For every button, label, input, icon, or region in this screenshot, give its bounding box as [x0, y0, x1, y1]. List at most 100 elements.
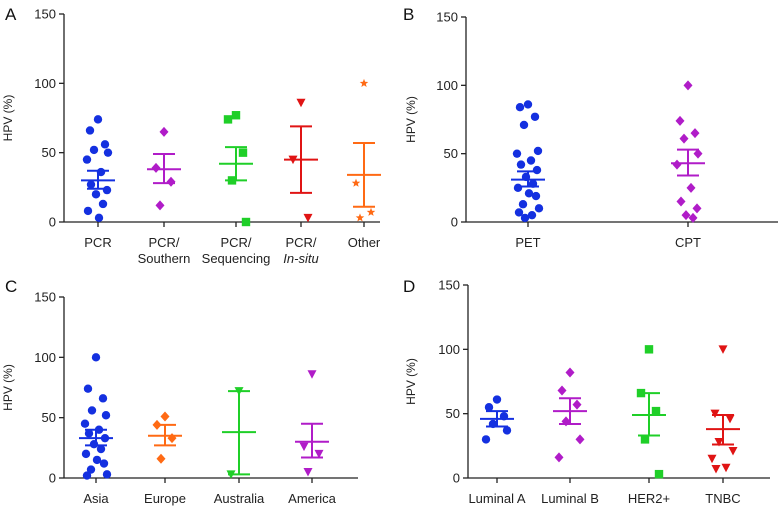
data-point	[234, 387, 244, 396]
chart-panel-b: B 0 50 100 150 HPV (%) PET CPT	[403, 5, 778, 250]
series-asia: Asia	[79, 353, 113, 506]
data-point	[518, 200, 528, 209]
data-point	[502, 426, 512, 435]
data-point	[98, 199, 108, 209]
data-point	[676, 196, 686, 207]
data-point	[514, 208, 524, 217]
data-point	[160, 411, 170, 422]
data-point	[644, 345, 654, 354]
y-tick-label: 150	[34, 290, 56, 305]
data-point	[151, 162, 161, 173]
data-point	[533, 146, 543, 156]
y-tick-label: 50	[444, 146, 458, 161]
y-tick-label: 50	[42, 410, 56, 425]
x-tick-label: Luminal B	[541, 491, 599, 506]
data-point	[359, 78, 369, 87]
data-point	[651, 406, 661, 416]
data-point	[226, 470, 236, 479]
data-point	[83, 206, 93, 216]
data-point	[100, 433, 110, 443]
data-point	[688, 212, 698, 223]
data-point	[554, 452, 564, 463]
data-point	[532, 165, 542, 175]
series-her2-: HER2+	[628, 345, 670, 506]
data-point	[499, 412, 509, 421]
data-point	[303, 467, 313, 477]
data-point	[672, 159, 682, 170]
series-other: Other	[347, 78, 381, 250]
data-point	[80, 419, 90, 428]
y-tick-label: 100	[436, 78, 458, 93]
x-tick-label: In-situ	[283, 251, 318, 266]
data-point	[366, 207, 376, 216]
x-tick-label: PCR/	[148, 235, 179, 250]
data-point	[531, 191, 541, 201]
y-axis-title: HPV (%)	[1, 364, 15, 411]
data-point	[527, 210, 537, 220]
y-tick-label: 100	[438, 342, 460, 357]
series-luminal-a: Luminal A	[468, 395, 526, 506]
x-tick-label: CPT	[675, 235, 701, 250]
data-point	[99, 459, 109, 468]
data-point	[86, 180, 96, 189]
data-point	[675, 115, 685, 126]
data-point	[728, 446, 738, 456]
data-point	[314, 449, 324, 459]
data-point	[710, 409, 720, 419]
y-tick-label: 100	[34, 76, 56, 91]
data-point	[654, 469, 664, 479]
series-pcr: PCR	[81, 115, 115, 250]
panel-letter: A	[5, 5, 17, 24]
data-point	[681, 210, 691, 221]
data-point	[679, 133, 689, 144]
x-tick-label: Luminal A	[468, 491, 525, 506]
data-point	[534, 204, 544, 213]
data-point	[96, 444, 106, 454]
data-point	[103, 148, 113, 157]
data-point	[572, 399, 582, 410]
y-axis-title: HPV (%)	[404, 96, 418, 143]
x-tick-label: HER2+	[628, 491, 670, 506]
data-point	[307, 370, 317, 379]
y-tick-label: 0	[453, 471, 460, 486]
x-tick-label: PCR	[84, 235, 111, 250]
y-tick-label: 0	[49, 215, 56, 230]
data-point	[303, 213, 313, 223]
data-point	[81, 449, 91, 459]
data-point	[102, 470, 112, 479]
data-point	[227, 176, 237, 185]
data-point	[91, 190, 101, 199]
y-axis-title: HPV (%)	[1, 95, 15, 142]
data-point	[100, 140, 110, 149]
panel-letter: B	[403, 5, 414, 24]
series-europe: Europe	[144, 411, 186, 506]
data-point	[692, 203, 702, 214]
data-point	[513, 183, 523, 193]
data-point	[521, 172, 531, 182]
data-point	[523, 100, 533, 109]
panel-letter: C	[5, 277, 17, 296]
data-point	[167, 433, 177, 444]
y-tick-label: 150	[34, 7, 56, 22]
data-point	[85, 126, 95, 135]
data-point	[561, 416, 571, 427]
data-point	[96, 167, 106, 177]
data-point	[89, 440, 99, 449]
data-point	[288, 155, 298, 165]
data-point	[488, 419, 498, 429]
data-point	[512, 149, 522, 158]
data-point	[102, 185, 112, 195]
data-point	[91, 353, 101, 362]
x-tick-label: Other	[348, 235, 381, 250]
data-point	[355, 213, 365, 222]
data-point	[690, 128, 700, 139]
data-point	[86, 465, 96, 474]
data-point	[636, 388, 646, 398]
data-point	[492, 395, 502, 404]
series-pet: PET	[511, 100, 545, 250]
data-point	[519, 120, 529, 130]
x-tick-label: PCR/	[285, 235, 316, 250]
series-america: America	[288, 370, 337, 506]
x-tick-label: Asia	[83, 491, 109, 506]
